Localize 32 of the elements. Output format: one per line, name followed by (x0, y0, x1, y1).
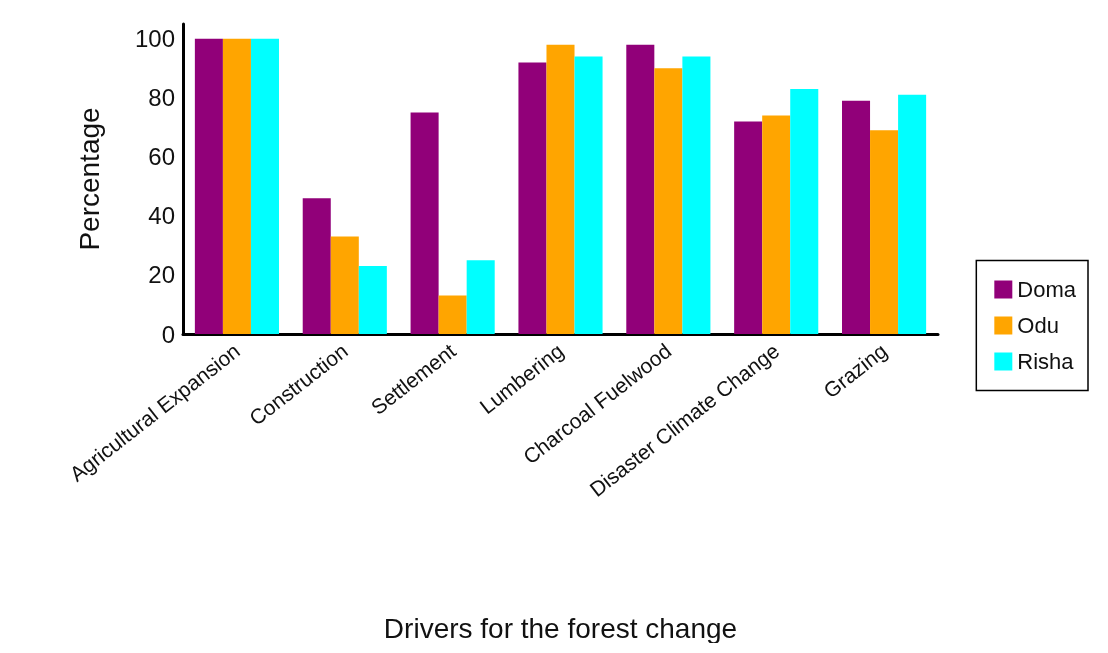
bar (762, 115, 791, 334)
bar (574, 56, 603, 334)
bar (898, 94, 927, 334)
y-tick-label: 100 (134, 25, 175, 53)
bar (870, 130, 899, 334)
y-tick-label: 60 (148, 143, 175, 171)
y-tick-label: 40 (148, 202, 175, 230)
bar (546, 44, 575, 334)
bar (626, 44, 655, 334)
bar (466, 260, 495, 334)
legend-label: Doma (1017, 277, 1077, 302)
bar (790, 88, 819, 334)
bar (302, 198, 331, 334)
bar (250, 38, 279, 334)
legend-label: Odu (1017, 313, 1059, 338)
bar (410, 112, 439, 334)
bar (682, 56, 711, 334)
legend-label: Risha (1017, 349, 1075, 374)
y-tick-label: 20 (148, 261, 175, 289)
bar (358, 266, 387, 334)
bar (518, 62, 547, 334)
bar (330, 236, 359, 334)
bar (654, 68, 683, 334)
bar (438, 295, 467, 334)
x-axis-title: Drivers for the forest change (383, 612, 738, 644)
y-axis-title: Percentage (73, 107, 105, 251)
y-tick-label: 0 (161, 320, 175, 348)
bar (194, 38, 223, 334)
y-tick-label: 80 (148, 84, 175, 112)
bar (222, 38, 251, 334)
bar (734, 121, 763, 334)
bar (842, 100, 871, 334)
